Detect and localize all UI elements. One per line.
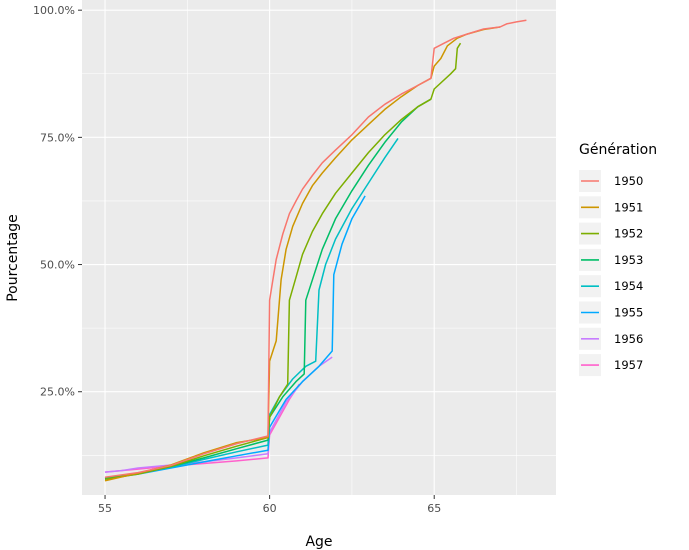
series-line-1952 xyxy=(104,42,462,480)
y-axis-title: Pourcentage xyxy=(5,214,21,302)
legend-title: Génération xyxy=(579,142,657,158)
legend-label-1956: 1956 xyxy=(614,332,643,346)
series-lines xyxy=(104,19,527,482)
y-axis: 25.0% 50.0% 75.0% 100.0% xyxy=(33,4,82,399)
series-line-1953 xyxy=(104,98,432,479)
minor-gridlines xyxy=(82,0,556,495)
legend-label-1951: 1951 xyxy=(614,200,643,214)
legend-label-1954: 1954 xyxy=(614,279,643,293)
legend: Génération 1950 1951 1952 1953 1954 1955 1956 1… xyxy=(579,142,657,377)
y-tick-label: 100.0% xyxy=(33,4,75,17)
series-line-1950 xyxy=(104,19,527,478)
major-gridlines xyxy=(82,0,556,495)
series-line-1955 xyxy=(104,195,366,480)
y-tick-label: 75.0% xyxy=(40,131,75,144)
x-tick-label: 60 xyxy=(263,502,277,515)
y-tick-label: 50.0% xyxy=(40,259,75,272)
x-axis: 55 60 65 xyxy=(98,495,441,515)
y-tick-label: 25.0% xyxy=(40,386,75,399)
legend-label-1953: 1953 xyxy=(614,253,643,267)
legend-label-1957: 1957 xyxy=(614,358,643,372)
series-line-1957 xyxy=(104,383,300,473)
x-tick-label: 55 xyxy=(98,502,112,515)
x-tick-label: 65 xyxy=(427,502,441,515)
x-axis-title: Age xyxy=(305,534,332,550)
legend-label-1955: 1955 xyxy=(614,306,643,320)
legend-label-1950: 1950 xyxy=(614,174,643,188)
legend-label-1952: 1952 xyxy=(614,227,643,241)
plot-panel xyxy=(82,0,556,495)
series-line-1954 xyxy=(104,137,399,479)
